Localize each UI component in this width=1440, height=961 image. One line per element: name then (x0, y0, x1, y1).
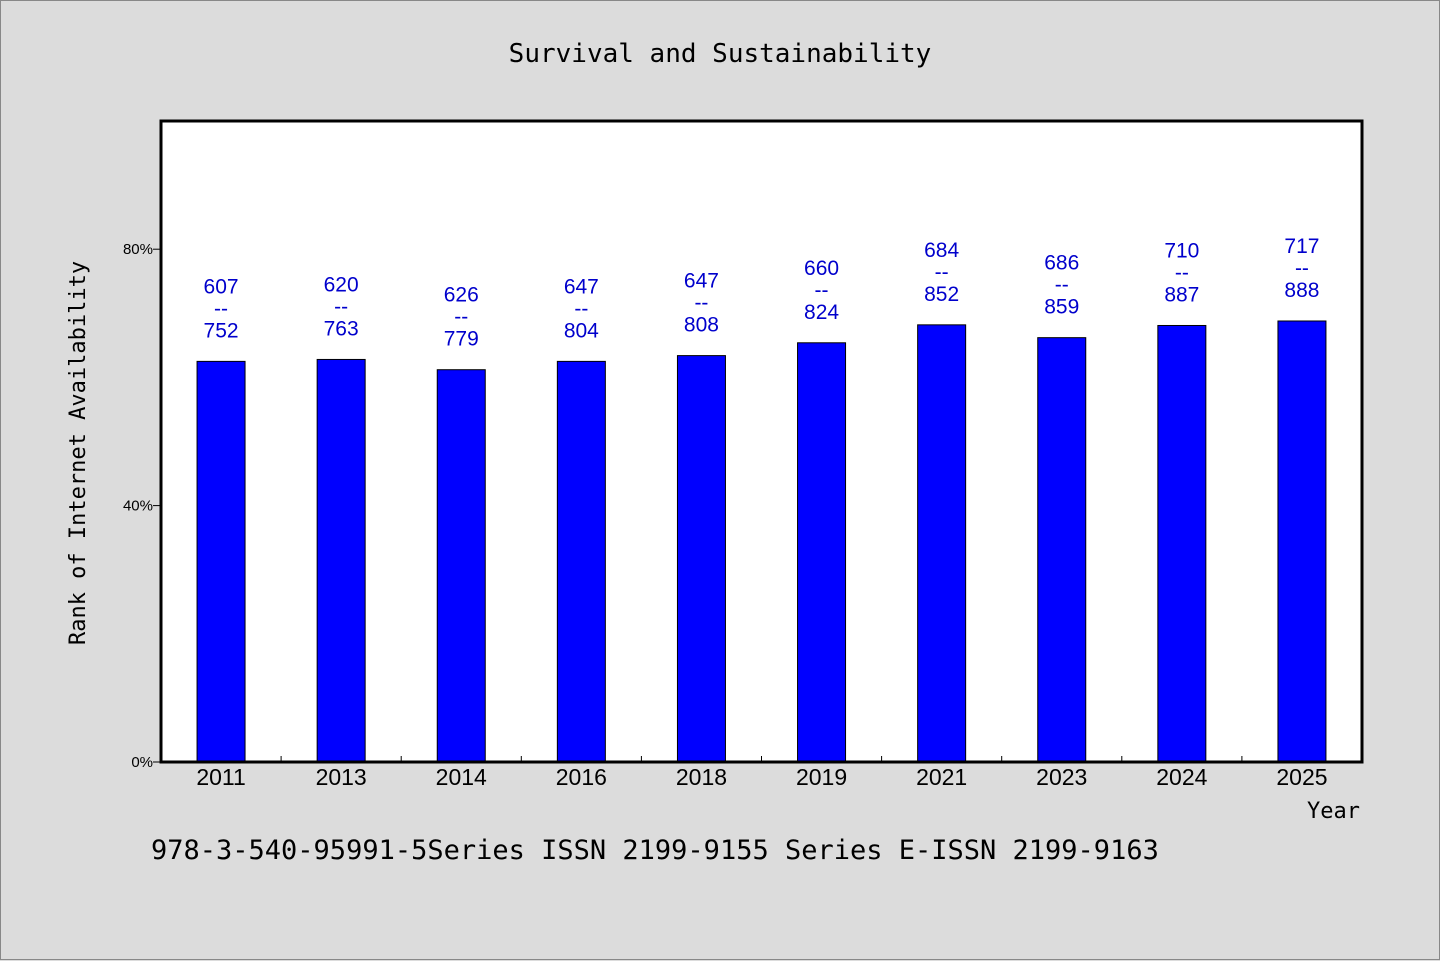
data-label-bottom-2023: 859 (1044, 296, 1079, 319)
data-label-top-2023: 686 (1044, 252, 1079, 275)
data-label-top-2021: 684 (924, 239, 959, 262)
data-label-separator-2014: -- (454, 306, 468, 329)
x-tick-label-2024: 2024 (1156, 764, 1207, 790)
x-tick-label-2011: 2011 (196, 764, 245, 790)
bar-2024 (1157, 324, 1207, 763)
x-tick-label-2013: 2013 (316, 764, 367, 790)
x-tick-label-2023: 2023 (1036, 764, 1087, 790)
data-label-separator-2016: -- (574, 297, 588, 320)
data-label-top-2016: 647 (564, 275, 599, 298)
y-axis: 0% 40% 80% (123, 241, 161, 771)
bar-2014 (436, 369, 486, 763)
data-label-top-2024: 710 (1164, 239, 1199, 262)
y-axis-label: Rank of Internet Availability (66, 261, 91, 645)
data-label-top-2019: 660 (804, 257, 839, 280)
x-tick-label-2021: 2021 (916, 764, 967, 790)
y-tick-label-1: 40% (123, 498, 153, 515)
data-label-bottom-2011: 752 (204, 319, 239, 342)
chart-title: Survival and Sustainability (509, 39, 932, 69)
data-label-bottom-2021: 852 (924, 283, 959, 306)
data-label-separator-2024: -- (1175, 261, 1189, 284)
data-label-top-2013: 620 (324, 273, 359, 296)
data-label-separator-2011: -- (214, 297, 228, 320)
bar-2023 (1037, 337, 1087, 763)
bar-2013 (316, 358, 366, 763)
data-label-bottom-2014: 779 (444, 328, 479, 351)
x-tick-label-2016: 2016 (556, 764, 607, 790)
bar-2011 (196, 360, 246, 763)
data-label-top-2018: 647 (684, 270, 719, 293)
data-label-bottom-2019: 824 (804, 301, 839, 324)
data-label-separator-2018: -- (694, 292, 708, 315)
bar-2019 (797, 342, 847, 763)
x-axis: 2011 2013 2014 2016 2018 2019 2021 2023 2024 2025 (196, 756, 1328, 790)
data-label-separator-2025: -- (1295, 257, 1309, 280)
bar-2025 (1277, 320, 1327, 763)
data-label-separator-2023: -- (1055, 274, 1069, 297)
y-tick-label-0: 0% (131, 754, 153, 771)
data-label-top-2014: 626 (444, 284, 479, 307)
x-tick-label-2014: 2014 (436, 764, 487, 790)
data-label-bottom-2013: 763 (324, 317, 359, 340)
y-tick-label-2: 80% (123, 241, 153, 258)
data-label-bottom-2024: 887 (1164, 283, 1199, 306)
data-label-top-2025: 717 (1284, 235, 1319, 258)
footer-note: 978-3-540-95991-5Series ISSN 2199-9155 S… (151, 835, 1159, 866)
bar-2021 (917, 324, 967, 763)
data-label-separator-2021: -- (935, 261, 949, 284)
x-tick-label-2018: 2018 (676, 764, 727, 790)
data-label-bottom-2025: 888 (1284, 279, 1319, 302)
x-tick-label-2019: 2019 (796, 764, 847, 790)
data-labels-group: 752--607763--620779--626804--647808--647… (204, 235, 1320, 351)
x-axis-label: Year (1307, 799, 1360, 824)
data-label-bottom-2016: 804 (564, 319, 599, 342)
data-label-bottom-2018: 808 (684, 314, 719, 337)
data-label-separator-2013: -- (334, 295, 348, 318)
data-label-top-2011: 607 (204, 275, 239, 298)
bar-2018 (676, 355, 726, 763)
bar-2016 (556, 360, 606, 763)
bars-group (196, 320, 1327, 763)
data-label-separator-2019: -- (815, 279, 829, 302)
x-tick-label-2025: 2025 (1276, 764, 1327, 790)
